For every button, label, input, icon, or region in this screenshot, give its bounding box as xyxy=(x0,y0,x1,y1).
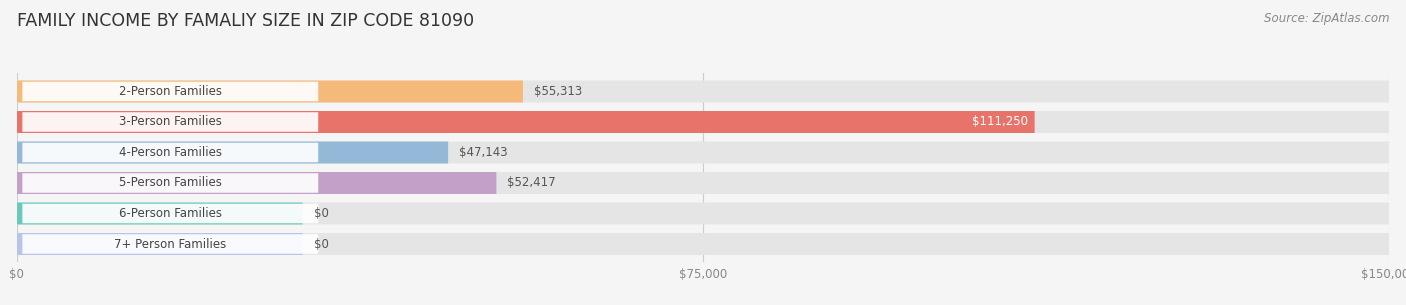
FancyBboxPatch shape xyxy=(17,142,1389,163)
FancyBboxPatch shape xyxy=(22,112,318,132)
FancyBboxPatch shape xyxy=(17,111,1035,133)
Text: 5-Person Families: 5-Person Families xyxy=(120,177,222,189)
FancyBboxPatch shape xyxy=(22,204,318,223)
FancyBboxPatch shape xyxy=(22,173,318,193)
FancyBboxPatch shape xyxy=(17,81,1389,102)
FancyBboxPatch shape xyxy=(17,142,449,163)
FancyBboxPatch shape xyxy=(17,111,1389,133)
FancyBboxPatch shape xyxy=(17,233,1389,255)
Text: $0: $0 xyxy=(314,207,329,220)
Text: 2-Person Families: 2-Person Families xyxy=(118,85,222,98)
Text: $0: $0 xyxy=(314,238,329,250)
Text: $52,417: $52,417 xyxy=(508,177,555,189)
FancyBboxPatch shape xyxy=(22,82,318,101)
Text: $55,313: $55,313 xyxy=(534,85,582,98)
Text: 4-Person Families: 4-Person Families xyxy=(118,146,222,159)
Text: 7+ Person Families: 7+ Person Families xyxy=(114,238,226,250)
FancyBboxPatch shape xyxy=(22,143,318,162)
Text: 3-Person Families: 3-Person Families xyxy=(120,116,222,128)
Text: 6-Person Families: 6-Person Families xyxy=(118,207,222,220)
FancyBboxPatch shape xyxy=(17,172,1389,194)
Text: $47,143: $47,143 xyxy=(460,146,508,159)
FancyBboxPatch shape xyxy=(17,203,1389,224)
FancyBboxPatch shape xyxy=(17,172,496,194)
FancyBboxPatch shape xyxy=(17,233,302,255)
Text: FAMILY INCOME BY FAMALIY SIZE IN ZIP CODE 81090: FAMILY INCOME BY FAMALIY SIZE IN ZIP COD… xyxy=(17,12,474,30)
Text: $111,250: $111,250 xyxy=(972,116,1028,128)
FancyBboxPatch shape xyxy=(17,203,302,224)
FancyBboxPatch shape xyxy=(17,81,523,102)
FancyBboxPatch shape xyxy=(22,234,318,254)
Text: Source: ZipAtlas.com: Source: ZipAtlas.com xyxy=(1264,12,1389,25)
